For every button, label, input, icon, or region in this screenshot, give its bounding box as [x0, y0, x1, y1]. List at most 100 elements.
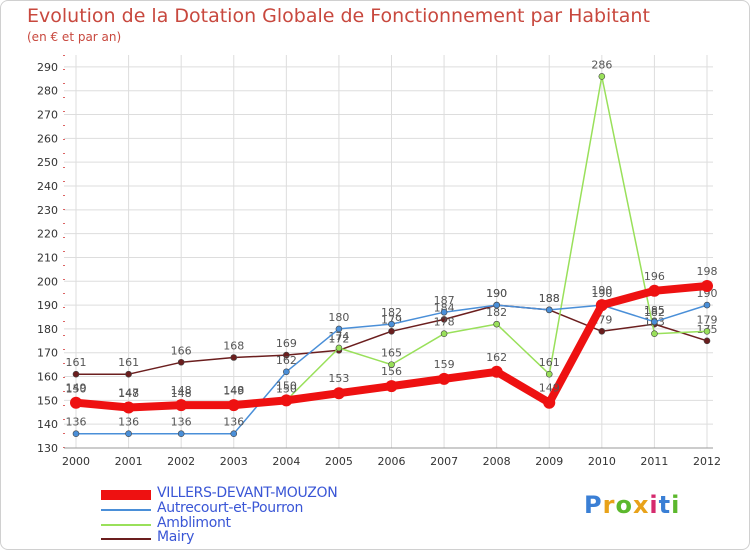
legend-swatch-mairy — [101, 538, 151, 540]
data-label-autrecourt-et-pourron: 188 — [539, 292, 560, 305]
data-point-villers-devant-mouzon — [648, 284, 661, 297]
data-label-villers-devant-mouzon: 196 — [644, 270, 665, 283]
data-label-villers-devant-mouzon: 153 — [328, 372, 349, 385]
data-label-amblimont: 165 — [381, 347, 402, 360]
legend-label-mairy: Mairy — [157, 529, 195, 545]
logo-letter: t — [658, 491, 672, 519]
data-point-autrecourt-et-pourron — [125, 430, 132, 438]
data-point-villers-devant-mouzon — [490, 365, 503, 378]
data-label-amblimont: 178 — [434, 316, 455, 329]
data-point-villers-devant-mouzon — [280, 394, 293, 407]
data-point-mairy — [388, 327, 395, 335]
data-label-villers-devant-mouzon: 162 — [486, 351, 507, 364]
data-label-autrecourt-et-pourron: 136 — [118, 416, 139, 429]
data-label-villers-devant-mouzon: 149 — [66, 382, 87, 395]
data-point-mairy — [230, 354, 238, 361]
data-label-mairy: 161 — [118, 356, 139, 369]
logo-letter: i — [671, 491, 681, 519]
data-point-villers-devant-mouzon — [701, 280, 713, 293]
data-label-amblimont: 182 — [486, 306, 507, 319]
x-tick-label: 2008 — [483, 455, 511, 468]
data-label-autrecourt-et-pourron: 190 — [486, 287, 507, 300]
data-point-villers-devant-mouzon — [227, 399, 240, 412]
chart-subtitle: (en € et par an) — [27, 30, 122, 44]
data-point-villers-devant-mouzon — [332, 387, 345, 400]
y-tick-label: 230 — [37, 204, 58, 217]
data-label-amblimont: 161 — [539, 356, 560, 369]
chart-title: Evolution de la Dotation Globale de Fonc… — [27, 5, 650, 27]
logo-letter: x — [632, 491, 650, 519]
data-label-amblimont: 179 — [697, 313, 718, 326]
data-point-mairy — [72, 370, 80, 378]
data-point-autrecourt-et-pourron — [283, 368, 290, 376]
logo-letter: i — [649, 491, 659, 519]
data-point-amblimont — [335, 344, 343, 352]
data-label-autrecourt-et-pourron: 136 — [171, 416, 192, 429]
data-point-autrecourt-et-pourron — [388, 320, 395, 328]
data-label-villers-devant-mouzon: 147 — [118, 387, 139, 400]
data-point-autrecourt-et-pourron — [545, 306, 553, 314]
data-label-villers-devant-mouzon: 148 — [171, 384, 192, 397]
data-point-amblimont — [493, 320, 500, 328]
data-point-mairy — [440, 316, 448, 323]
legend-swatch-amblimont — [101, 524, 151, 526]
data-point-autrecourt-et-pourron — [177, 430, 185, 438]
logo-letter: o — [615, 491, 633, 519]
data-point-autrecourt-et-pourron — [440, 308, 448, 316]
data-label-autrecourt-et-pourron: 136 — [66, 416, 87, 429]
proxiti-logo: Proxiti — [584, 491, 680, 519]
data-point-villers-devant-mouzon — [122, 401, 135, 414]
y-tick-label: 180 — [37, 323, 58, 336]
x-tick-label: 2012 — [693, 455, 721, 468]
y-tick-label: 160 — [37, 371, 58, 384]
x-tick-label: 2001 — [115, 455, 143, 468]
data-label-autrecourt-et-pourron: 180 — [328, 311, 349, 324]
data-label-autrecourt-et-pourron: 190 — [591, 287, 612, 300]
data-point-mairy — [598, 327, 606, 335]
y-tick-label: 210 — [37, 251, 58, 264]
logo-letter: r — [602, 491, 616, 519]
x-tick-label: 2010 — [588, 455, 616, 468]
data-label-villers-devant-mouzon: 159 — [434, 358, 455, 371]
data-label-autrecourt-et-pourron: 185 — [644, 304, 665, 317]
data-point-amblimont — [598, 73, 606, 80]
y-tick-label: 270 — [37, 109, 58, 122]
data-point-villers-devant-mouzon — [175, 399, 188, 412]
data-label-villers-devant-mouzon: 150 — [276, 379, 297, 392]
x-tick-label: 2002 — [167, 455, 195, 468]
data-label-mairy: 190 — [486, 287, 507, 300]
y-tick-label: 170 — [37, 347, 58, 360]
data-label-villers-devant-mouzon: 190 — [591, 284, 612, 297]
data-point-villers-devant-mouzon — [385, 380, 398, 393]
data-label-autrecourt-et-pourron: 182 — [381, 306, 402, 319]
x-tick-label: 2006 — [378, 455, 406, 468]
data-label-villers-devant-mouzon: 149 — [539, 382, 560, 395]
x-tick-label: 2005 — [325, 455, 353, 468]
x-tick-label: 2000 — [62, 455, 90, 468]
data-point-autrecourt-et-pourron — [651, 318, 658, 326]
data-point-villers-devant-mouzon — [595, 299, 608, 312]
x-tick-label: 2004 — [272, 455, 300, 468]
y-tick-label: 130 — [37, 442, 58, 455]
data-point-amblimont — [703, 327, 711, 335]
legend-swatch-autrecourt — [101, 509, 151, 511]
data-label-amblimont: 148 — [171, 387, 192, 400]
y-tick-label: 250 — [37, 156, 58, 169]
x-tick-label: 2011 — [640, 455, 668, 468]
data-label-villers-devant-mouzon: 198 — [697, 265, 718, 278]
y-tick-label: 290 — [37, 61, 58, 74]
legend-swatch-villers — [101, 490, 151, 500]
x-tick-label: 2003 — [220, 455, 248, 468]
y-tick-label: 240 — [37, 180, 58, 193]
y-tick-label: 190 — [37, 299, 58, 312]
data-label-mairy: 169 — [276, 337, 297, 350]
data-label-amblimont: 286 — [591, 58, 612, 71]
y-tick-label: 220 — [37, 228, 58, 241]
data-point-autrecourt-et-pourron — [335, 325, 343, 333]
data-label-mairy: 168 — [223, 339, 244, 352]
data-label-villers-devant-mouzon: 148 — [223, 384, 244, 397]
data-label-mairy: 161 — [66, 356, 87, 369]
y-tick-label: 150 — [37, 394, 58, 407]
logo-letter: P — [584, 491, 603, 519]
